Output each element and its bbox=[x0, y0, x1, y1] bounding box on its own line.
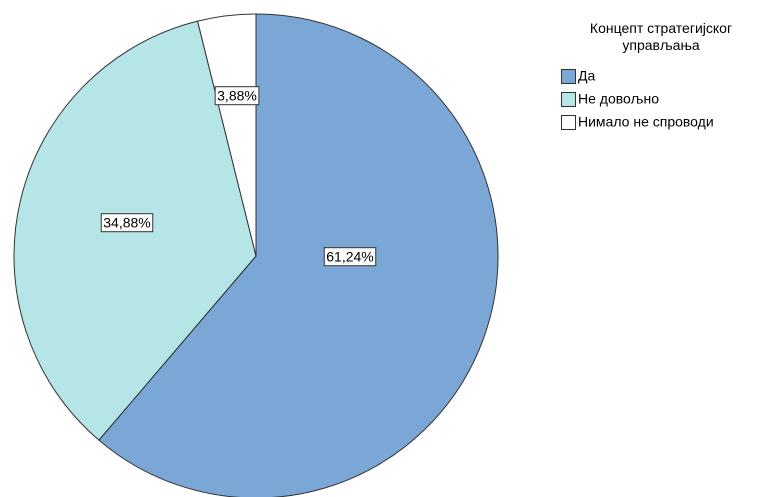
data-label: 3,88% bbox=[217, 88, 257, 104]
data-label-box bbox=[323, 247, 377, 267]
data-label-box bbox=[214, 86, 260, 106]
data-label: 34,88% bbox=[103, 215, 150, 231]
pie-slice bbox=[98, 13, 499, 497]
legend-swatch bbox=[561, 69, 576, 84]
legend-swatch bbox=[561, 92, 576, 107]
data-label-box bbox=[100, 213, 154, 233]
legend-swatch bbox=[561, 115, 576, 130]
legend-label: Да bbox=[578, 68, 595, 84]
legend-label: Нимало не спроводи bbox=[578, 114, 714, 130]
data-label: 61,24% bbox=[326, 249, 373, 265]
legend-title: Концепт стратегијског управљања bbox=[589, 20, 733, 53]
pie-slice bbox=[196, 13, 257, 257]
legend-label: Не довољно bbox=[578, 91, 659, 107]
